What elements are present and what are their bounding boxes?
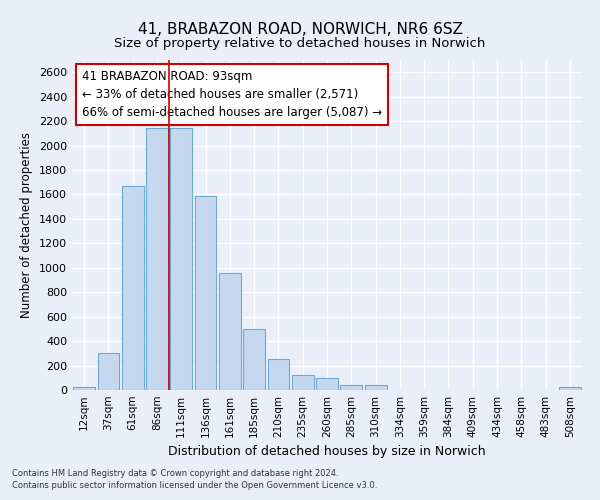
Text: 41 BRABAZON ROAD: 93sqm
← 33% of detached houses are smaller (2,571)
66% of semi: 41 BRABAZON ROAD: 93sqm ← 33% of detache… [82,70,382,119]
Bar [316,378,338,390]
Bar [219,272,241,390]
Bar [340,385,362,390]
Bar [146,128,168,390]
Text: Size of property relative to detached houses in Norwich: Size of property relative to detached ho… [115,38,485,51]
X-axis label: Distribution of detached houses by size in Norwich: Distribution of detached houses by size … [168,446,486,458]
Bar [559,387,581,390]
Bar [194,196,217,390]
Bar [170,128,192,390]
Bar [292,376,314,390]
Bar [122,186,143,390]
Y-axis label: Number of detached properties: Number of detached properties [20,132,34,318]
Text: 41, BRABAZON ROAD, NORWICH, NR6 6SZ: 41, BRABAZON ROAD, NORWICH, NR6 6SZ [137,22,463,38]
Bar [243,329,265,390]
Text: Contains public sector information licensed under the Open Government Licence v3: Contains public sector information licen… [12,481,377,490]
Bar [73,387,95,390]
Text: Contains HM Land Registry data © Crown copyright and database right 2024.: Contains HM Land Registry data © Crown c… [12,468,338,477]
Bar [268,360,289,390]
Bar [365,385,386,390]
Bar [97,354,119,390]
